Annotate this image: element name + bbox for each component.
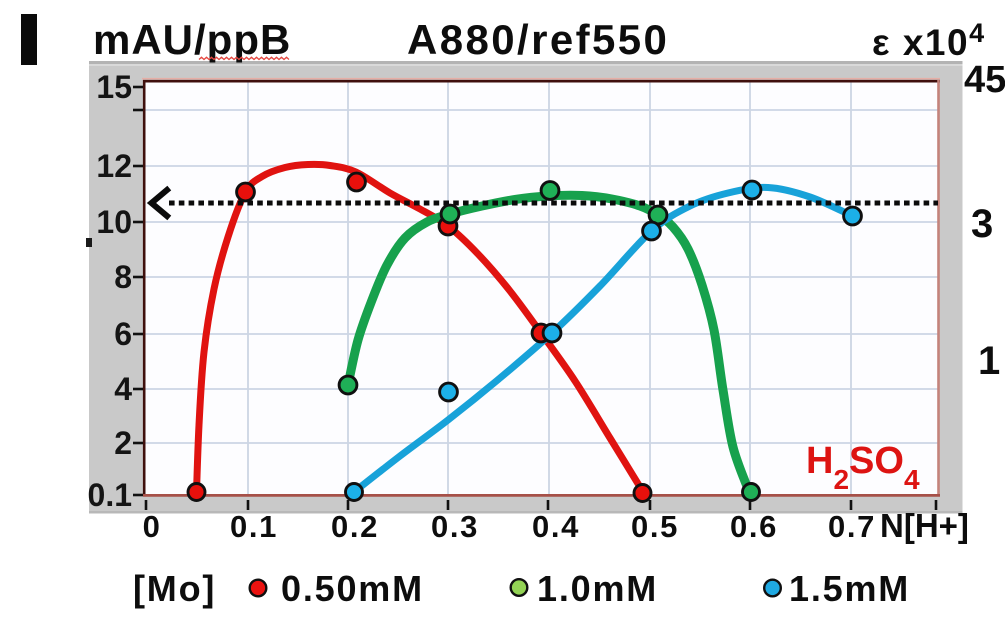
svg-text:6: 6 <box>114 316 132 352</box>
svg-text:0.7: 0.7 <box>828 509 876 544</box>
svg-text:1.0mM: 1.0mM <box>537 568 658 609</box>
svg-text:1: 1 <box>978 339 1000 383</box>
svg-text:1.5mM: 1.5mM <box>789 568 910 609</box>
svg-text:8: 8 <box>114 259 132 295</box>
svg-text:ε x104: ε x104 <box>872 18 986 63</box>
svg-text:N[H+]: N[H+] <box>880 507 969 544</box>
svg-text:0.5: 0.5 <box>631 509 679 544</box>
svg-text:0.2: 0.2 <box>331 509 379 544</box>
svg-text:12: 12 <box>96 148 132 184</box>
svg-text:[Mo]: [Mo] <box>133 568 216 609</box>
svg-text:mAU/ppB: mAU/ppB <box>93 16 291 63</box>
svg-text:0.3: 0.3 <box>431 509 479 544</box>
svg-text:3: 3 <box>971 202 993 246</box>
svg-text:45: 45 <box>964 59 1005 101</box>
svg-text:0: 0 <box>143 509 162 544</box>
svg-text:0.1: 0.1 <box>88 477 132 513</box>
svg-text:0.1: 0.1 <box>230 509 278 544</box>
svg-text:15: 15 <box>96 69 132 105</box>
svg-text:A880/ref550: A880/ref550 <box>407 16 669 63</box>
svg-text:10: 10 <box>96 204 132 240</box>
svg-text:4: 4 <box>114 371 132 407</box>
svg-text:0.6: 0.6 <box>730 509 778 544</box>
svg-text:2: 2 <box>114 425 132 461</box>
svg-text:0.50mM: 0.50mM <box>281 568 424 609</box>
svg-text:0.4: 0.4 <box>532 509 580 544</box>
